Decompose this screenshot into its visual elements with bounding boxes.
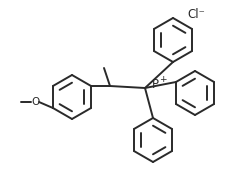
- Text: O: O: [31, 97, 39, 107]
- Text: Cl⁻: Cl⁻: [187, 9, 205, 22]
- Text: +: +: [159, 75, 166, 85]
- Text: P: P: [152, 79, 159, 92]
